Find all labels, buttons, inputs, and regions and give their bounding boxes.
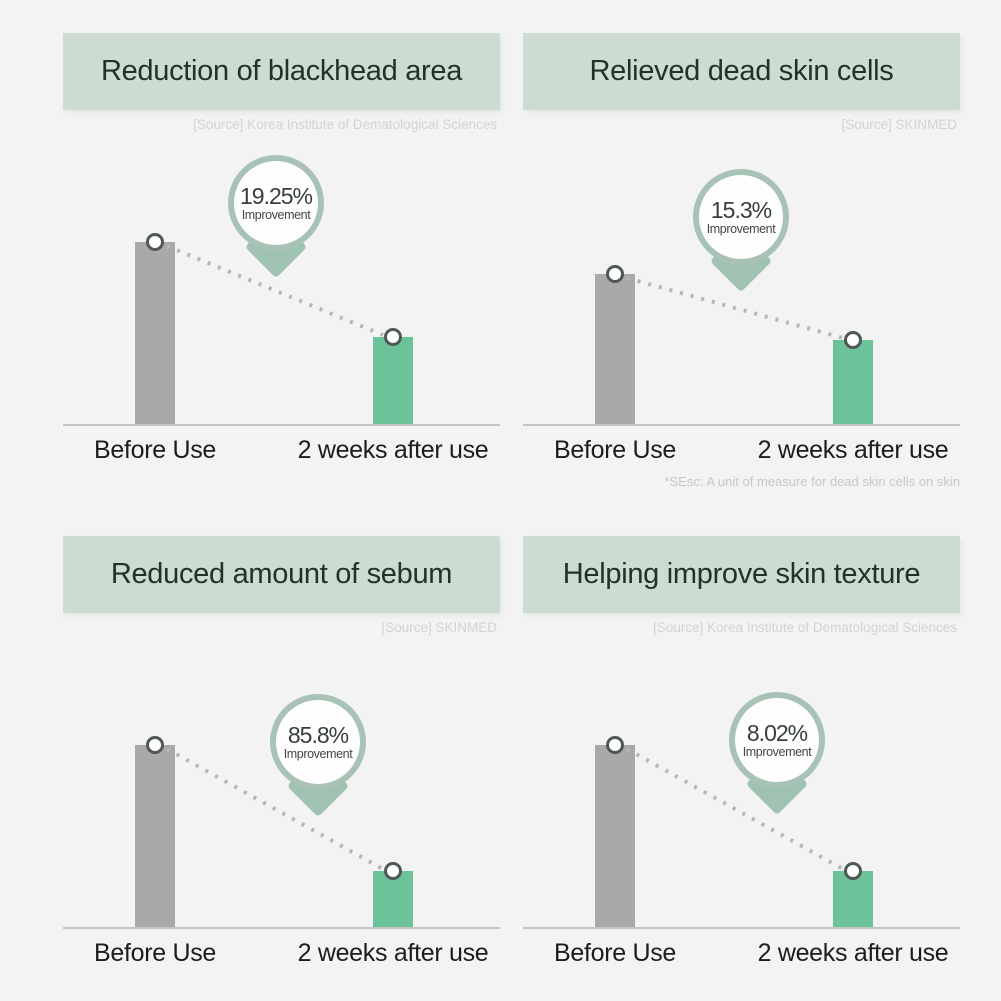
- source-caption: [Source] SKINMED: [841, 117, 957, 132]
- x-axis-line: [63, 424, 500, 426]
- improvement-balloon: 85.8% Improvement: [270, 694, 366, 790]
- panel-title: Reduced amount of sebum: [110, 558, 453, 590]
- panel-title-band: Relieved dead skin cells: [523, 33, 960, 110]
- bar-after-use: [373, 871, 413, 927]
- improvement-balloon: 19.25% Improvement: [228, 155, 324, 251]
- bar-before-use: [595, 274, 635, 424]
- improvement-value: 19.25%: [239, 182, 313, 209]
- panel-dead-skin-cells: Relieved dead skin cells [Source] SKINME…: [523, 33, 960, 492]
- data-point-before: [146, 736, 164, 754]
- panel-blackhead-reduction: Reduction of blackhead area [Source] Kor…: [63, 33, 500, 492]
- data-point-after: [384, 862, 402, 880]
- category-label-after: 2 weeks after use: [297, 939, 489, 967]
- bar-chart-blackhead: 19.25% Improvement Before Use 2 weeks af…: [63, 138, 500, 472]
- bar-after-use: [373, 337, 413, 424]
- improvement-label: Improvement: [742, 744, 812, 759]
- category-label-before: Before Use: [553, 939, 677, 967]
- improvement-label: Improvement: [241, 207, 311, 222]
- category-label-before: Before Use: [93, 436, 217, 464]
- source-caption: [Source] Korea Institute of Dematologica…: [653, 620, 957, 635]
- data-point-before: [606, 736, 624, 754]
- panel-title-band: Reduced amount of sebum: [63, 536, 500, 613]
- data-point-after: [844, 331, 862, 349]
- panel-sebum-reduction: Reduced amount of sebum [Source] SKINMED…: [63, 536, 500, 995]
- x-axis-line: [523, 424, 960, 426]
- source-caption: [Source] SKINMED: [381, 620, 497, 635]
- bar-after-use: [833, 340, 873, 424]
- improvement-balloon: 15.3% Improvement: [693, 169, 789, 265]
- improvement-balloon: 8.02% Improvement: [729, 692, 825, 788]
- bar-after-use: [833, 871, 873, 927]
- improvement-value: 15.3%: [710, 196, 772, 223]
- data-point-before: [146, 233, 164, 251]
- source-caption: [Source] Korea Institute of Dematologica…: [193, 117, 497, 132]
- improvement-label: Improvement: [283, 746, 353, 761]
- improvement-value: 85.8%: [287, 721, 349, 748]
- category-label-after: 2 weeks after use: [757, 939, 949, 967]
- panel-skin-texture: Helping improve skin texture [Source] Ko…: [523, 536, 960, 995]
- bar-before-use: [595, 745, 635, 927]
- panel-title: Helping improve skin texture: [562, 558, 921, 590]
- panel-title: Reduction of blackhead area: [100, 55, 463, 87]
- bar-chart-texture: 8.02% Improvement Before Use 2 weeks aft…: [523, 641, 960, 975]
- category-label-after: 2 weeks after use: [757, 436, 949, 464]
- x-axis-line: [63, 927, 500, 929]
- bar-chart-sebum: 85.8% Improvement Before Use 2 weeks aft…: [63, 641, 500, 975]
- category-label-after: 2 weeks after use: [297, 436, 489, 464]
- trend-dotted-line: [166, 747, 384, 871]
- panel-title-band: Helping improve skin texture: [523, 536, 960, 613]
- category-label-before: Before Use: [93, 939, 217, 967]
- data-point-before: [606, 265, 624, 283]
- bar-chart-dead-skin: 15.3% Improvement Before Use 2 weeks aft…: [523, 138, 960, 472]
- improvement-value: 8.02%: [746, 719, 808, 746]
- data-point-after: [844, 862, 862, 880]
- footnote: [63, 977, 500, 995]
- footnote: [63, 474, 500, 492]
- panel-title: Relieved dead skin cells: [589, 55, 894, 87]
- panel-title-band: Reduction of blackhead area: [63, 33, 500, 110]
- trend-dotted-line: [626, 747, 844, 871]
- x-axis-line: [523, 927, 960, 929]
- footnote: [523, 977, 960, 995]
- data-point-after: [384, 328, 402, 346]
- improvement-label: Improvement: [706, 221, 776, 236]
- trend-dotted-line: [626, 276, 844, 340]
- bar-before-use: [135, 745, 175, 927]
- category-label-before: Before Use: [553, 436, 677, 464]
- footnote-sesc: *SEsc: A unit of measure for dead skin c…: [664, 474, 960, 489]
- bar-before-use: [135, 242, 175, 424]
